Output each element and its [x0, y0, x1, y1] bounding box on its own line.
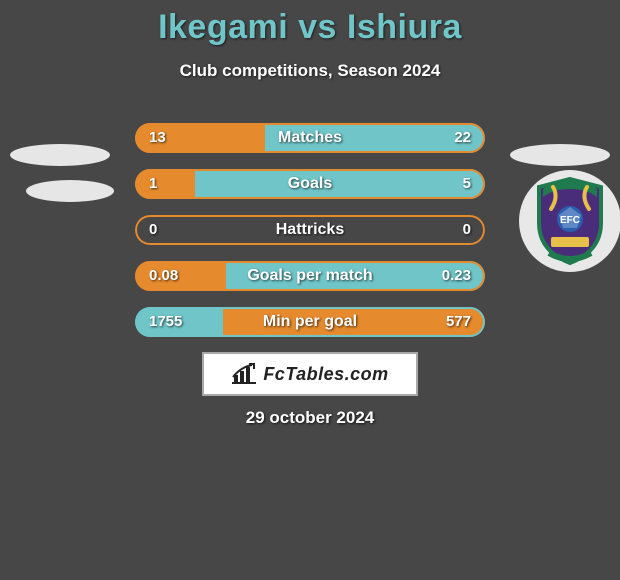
bar-label: Goals	[135, 169, 485, 199]
bar-label: Min per goal	[135, 307, 485, 337]
svg-text:EFC: EFC	[560, 215, 580, 226]
stat-bar-row: 1322Matches	[135, 123, 485, 153]
bar-chart-icon	[231, 363, 257, 385]
stat-bars: 1322Matches 15Goals 00Hattricks 0.080.23Goa…	[135, 123, 485, 353]
title-vs: vs	[288, 8, 347, 46]
team-right-crest: EFC	[519, 170, 620, 272]
branding-text: FcTables.com	[263, 364, 388, 385]
bar-label: Hattricks	[135, 215, 485, 245]
branding-box: FcTables.com	[202, 352, 418, 396]
player-left-name: Ikegami	[158, 8, 288, 46]
player-right-name: Ishiura	[347, 8, 462, 46]
bar-label: Goals per match	[135, 261, 485, 291]
date-text: 29 october 2024	[0, 408, 620, 428]
placeholder-oval-icon	[26, 180, 114, 202]
stat-bar-row: 15Goals	[135, 169, 485, 199]
placeholder-oval-icon	[10, 144, 110, 166]
placeholder-oval-icon	[510, 144, 610, 166]
page-title: Ikegami vs Ishiura	[0, 0, 620, 47]
stat-bar-row: 1755577Min per goal	[135, 307, 485, 337]
bar-label: Matches	[135, 123, 485, 153]
stat-bar-row: 0.080.23Goals per match	[135, 261, 485, 291]
subtitle: Club competitions, Season 2024	[0, 61, 620, 81]
shield-crest-icon: EFC	[531, 175, 609, 267]
stat-bar-row: 00Hattricks	[135, 215, 485, 245]
